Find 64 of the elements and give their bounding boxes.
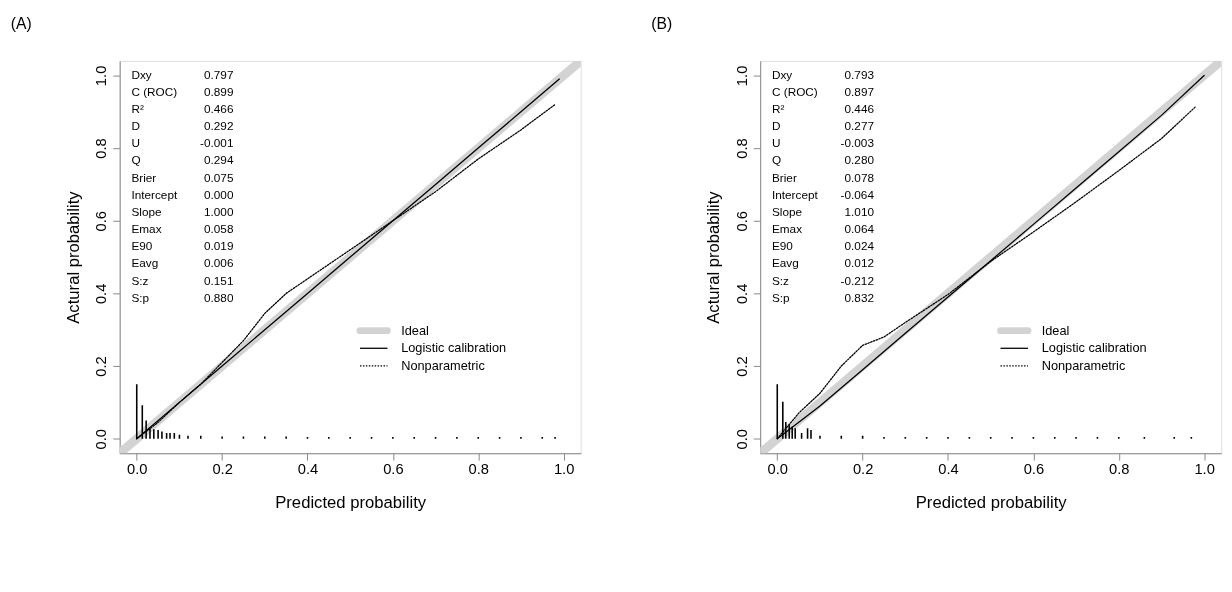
text: Emax 0.058 xyxy=(131,222,234,236)
y-tick-label: 0.2 xyxy=(93,356,110,377)
text: Brier 0.078 xyxy=(771,170,874,184)
x-tick-label: 0.8 xyxy=(1109,461,1130,478)
chart-title: (B) xyxy=(651,14,673,32)
text: S:z 0.151 xyxy=(131,273,234,287)
text: Intercept -0.064 xyxy=(771,187,874,201)
legend-label: Ideal xyxy=(401,322,429,338)
x-tick-label: 1.0 xyxy=(1194,461,1215,478)
chart-title: (A) xyxy=(10,14,32,32)
x-axis-title: Predicted probability xyxy=(275,492,427,512)
text: U -0.003 xyxy=(771,136,874,150)
x-tick-label: 0.8 xyxy=(468,461,489,478)
x-tick-label: 0.4 xyxy=(938,461,959,478)
text: Eavg 0.006 xyxy=(131,256,234,270)
x-tick-label: 0.2 xyxy=(212,461,233,478)
text: U -0.001 xyxy=(131,136,234,150)
y-axis-title: Actural probability xyxy=(63,190,83,324)
legend-label: Logistic calibration xyxy=(1041,340,1147,356)
text: Eavg 0.012 xyxy=(771,256,874,270)
x-tick-label: 1.0 xyxy=(553,461,575,478)
legend-label: Nonparametric xyxy=(401,357,486,373)
y-axis-title: Actural probability xyxy=(704,190,724,324)
y-tick-label: 0.4 xyxy=(733,283,750,305)
x-tick-label: 0.2 xyxy=(852,461,874,478)
text: R² 0.446 xyxy=(771,101,874,115)
text: C (ROC) 0.899 xyxy=(131,84,234,98)
legend-label: Nonparametric xyxy=(1041,357,1126,373)
y-tick-label: 0.4 xyxy=(93,283,110,305)
text: Dxy 0.793 xyxy=(771,67,874,81)
x-tick-label: 0.4 xyxy=(297,461,319,478)
y-tick-label: 1.0 xyxy=(733,65,750,87)
text: E90 0.024 xyxy=(771,239,874,253)
x-tick-label: 0.6 xyxy=(1023,461,1045,478)
text: C (ROC) 0.897 xyxy=(771,84,874,98)
text: D 0.277 xyxy=(771,119,874,133)
text: Dxy 0.797 xyxy=(131,67,234,81)
y-tick-label: 0.6 xyxy=(93,211,110,232)
y-tick-label: 1.0 xyxy=(93,65,110,87)
legend-label: Ideal xyxy=(1041,322,1070,338)
x-tick-label: 0.0 xyxy=(767,461,788,478)
y-tick-label: 0.2 xyxy=(733,356,750,377)
y-tick-label: 0.8 xyxy=(93,138,110,159)
text: Intercept 0.000 xyxy=(131,187,234,201)
y-tick-label: 0.6 xyxy=(733,211,750,232)
text: Q 0.294 xyxy=(131,153,234,167)
x-axis-title: Predicted probability xyxy=(915,492,1068,512)
text: S:p 0.880 xyxy=(131,290,234,304)
y-tick-label: 0.8 xyxy=(733,138,750,159)
legend-label: Logistic calibration xyxy=(401,340,507,356)
text: S:z -0.212 xyxy=(771,273,874,287)
y-tick-label: 0.0 xyxy=(733,428,750,450)
text: R² 0.466 xyxy=(131,101,234,115)
text: Slope 1.010 xyxy=(771,204,874,218)
text: Brier 0.075 xyxy=(131,170,234,184)
text: Q 0.280 xyxy=(771,153,874,167)
text: E90 0.019 xyxy=(131,239,234,253)
text: Emax 0.064 xyxy=(771,222,874,236)
y-tick-label: 0.0 xyxy=(93,428,110,450)
text: S:p 0.832 xyxy=(771,290,874,304)
x-tick-label: 0.6 xyxy=(383,461,404,478)
text: D 0.292 xyxy=(131,119,234,133)
x-tick-label: 0.0 xyxy=(127,461,148,478)
text: Slope 1.000 xyxy=(131,204,234,218)
